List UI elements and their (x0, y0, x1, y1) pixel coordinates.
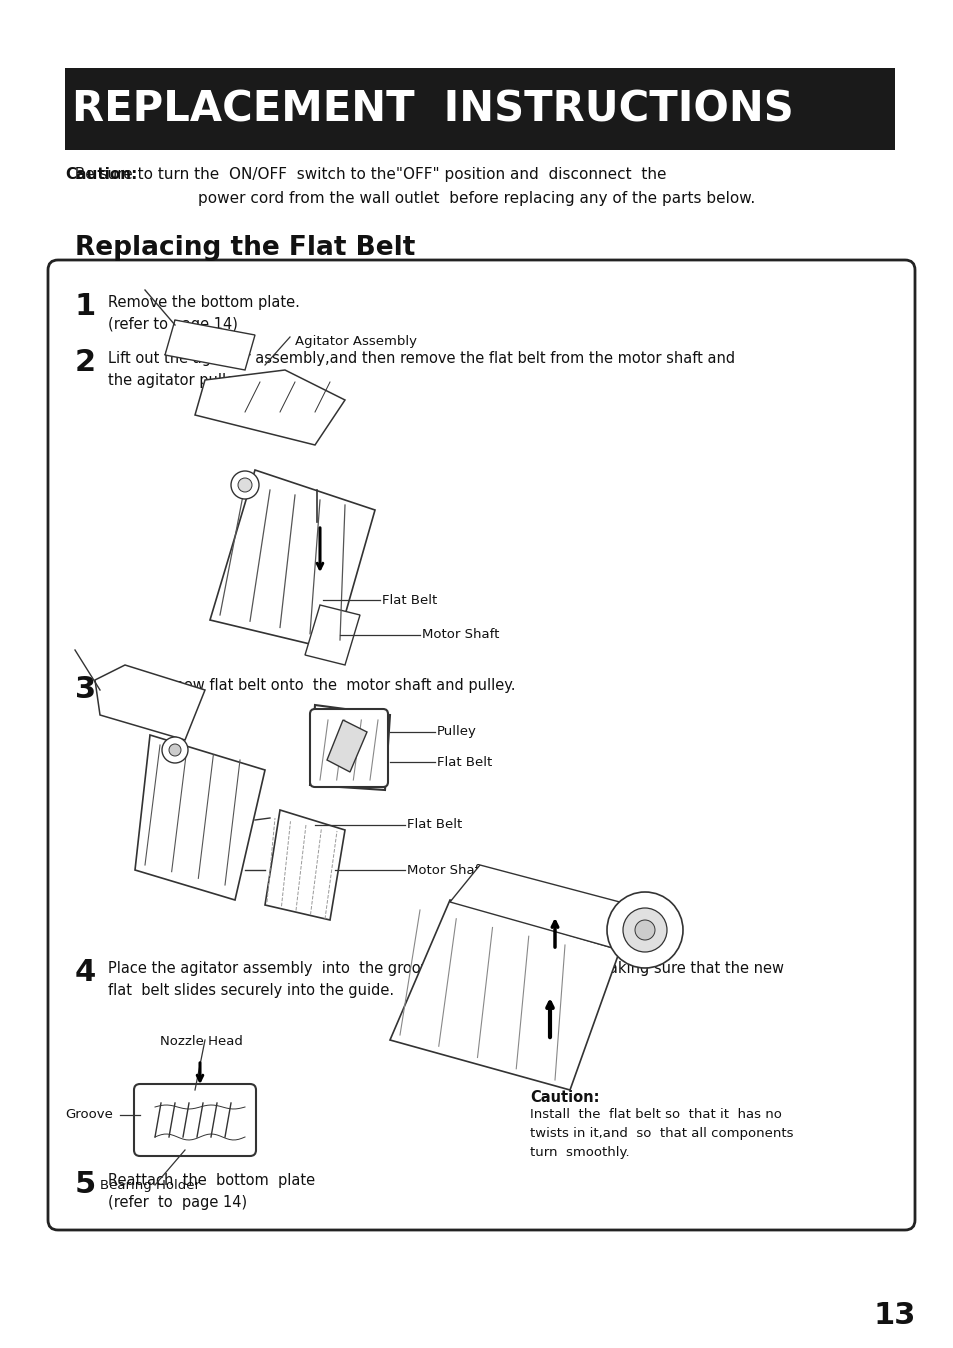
Text: Agitator Assembly: Agitator Assembly (294, 336, 416, 348)
Text: Install  the  flat belt so  that it  has no
twists in it,and  so  that all compo: Install the flat belt so that it has no … (530, 1108, 793, 1159)
Text: REPLACEMENT  INSTRUCTIONS: REPLACEMENT INSTRUCTIONS (71, 88, 793, 129)
Text: Motor Shaft: Motor Shaft (421, 628, 498, 642)
Text: Flat Belt: Flat Belt (407, 818, 462, 832)
Circle shape (237, 479, 252, 492)
Text: Lift out the agitator assembly,and then remove the flat belt from the motor shaf: Lift out the agitator assembly,and then … (108, 350, 735, 388)
Circle shape (231, 470, 258, 499)
Text: Place the agitator assembly  into  the grooves in the nozzle head, making sure t: Place the agitator assembly into the gro… (108, 961, 783, 999)
Text: 1: 1 (75, 293, 96, 321)
Text: 3: 3 (75, 675, 96, 704)
Text: Flat Belt: Flat Belt (436, 755, 492, 768)
Text: power cord from the wall outlet  before replacing any of the parts below.: power cord from the wall outlet before r… (198, 191, 755, 206)
Text: Pulley: Pulley (436, 725, 476, 739)
Text: Caution:: Caution: (530, 1091, 598, 1105)
Polygon shape (390, 900, 619, 1091)
Circle shape (622, 909, 666, 952)
FancyBboxPatch shape (48, 260, 914, 1229)
Polygon shape (210, 470, 375, 650)
Text: Caution:: Caution: (65, 167, 137, 182)
Polygon shape (327, 720, 367, 772)
Text: Nozzle Head: Nozzle Head (160, 1035, 243, 1047)
Polygon shape (305, 605, 359, 665)
Text: 13: 13 (873, 1301, 915, 1329)
Polygon shape (135, 735, 265, 900)
Polygon shape (450, 865, 649, 950)
Text: Motor Shaft: Motor Shaft (407, 864, 484, 876)
Polygon shape (265, 810, 345, 919)
Text: Replacing the Flat Belt: Replacing the Flat Belt (75, 235, 415, 262)
Text: Reattach  the  bottom  plate
(refer  to  page 14): Reattach the bottom plate (refer to page… (108, 1173, 314, 1211)
Text: 5: 5 (75, 1170, 96, 1198)
Text: Remove the bottom plate.
(refer to page 14): Remove the bottom plate. (refer to page … (108, 295, 299, 332)
Text: Groove: Groove (65, 1108, 112, 1122)
Text: Be sure to turn the  ON/OFF  switch to the"OFF" position and  disconnect  the: Be sure to turn the ON/OFF switch to the… (65, 167, 666, 182)
Polygon shape (194, 369, 345, 445)
Circle shape (162, 737, 188, 763)
FancyBboxPatch shape (133, 1084, 255, 1157)
Bar (65, 67, 894, 150)
Text: 2: 2 (75, 348, 96, 377)
Text: Place  a  new flat belt onto  the  motor shaft and pulley.: Place a new flat belt onto the motor sha… (108, 678, 515, 693)
Text: Flat Belt: Flat Belt (381, 593, 436, 607)
Polygon shape (95, 665, 205, 740)
FancyBboxPatch shape (310, 709, 388, 787)
Text: 4: 4 (75, 958, 96, 987)
Circle shape (635, 919, 655, 940)
Polygon shape (310, 705, 390, 790)
Circle shape (606, 892, 682, 968)
Polygon shape (165, 319, 254, 369)
Circle shape (169, 744, 181, 756)
Text: Bearing Holder: Bearing Holder (100, 1178, 200, 1192)
